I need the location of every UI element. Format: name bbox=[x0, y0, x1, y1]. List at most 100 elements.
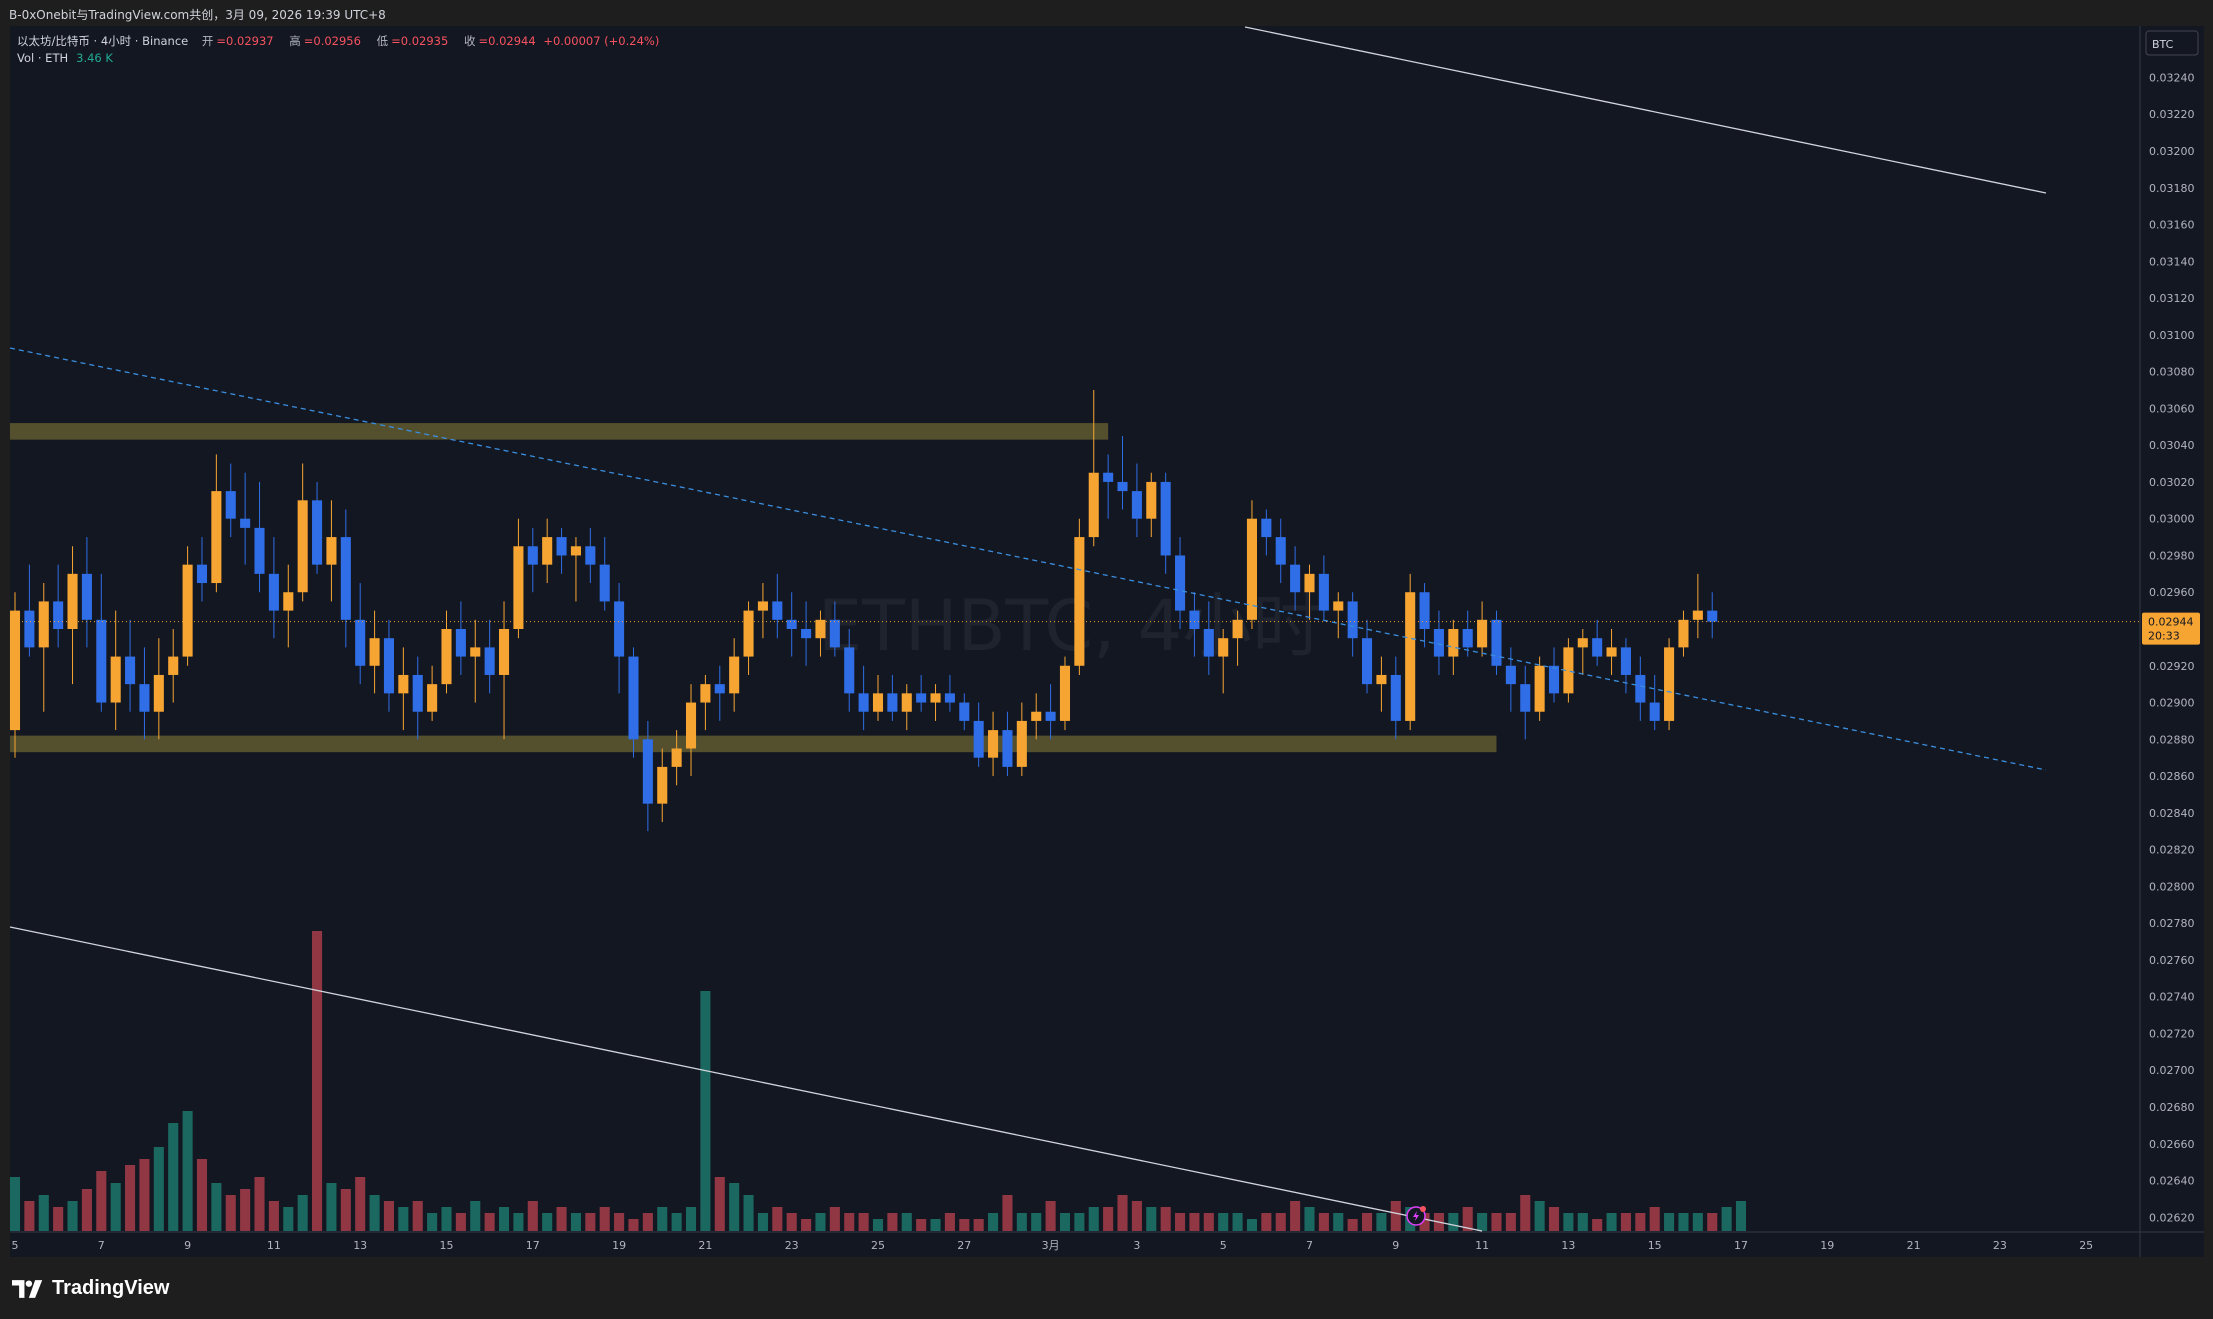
candle-body bbox=[268, 573, 279, 611]
price-tick-label: 0.02800 bbox=[2149, 880, 2195, 893]
brand-name: TradingView bbox=[52, 1277, 170, 1299]
candle-body bbox=[513, 546, 524, 629]
price-tick-label: 0.03080 bbox=[2149, 366, 2195, 379]
volume-bar bbox=[1448, 1213, 1459, 1231]
candle-body bbox=[1117, 481, 1128, 492]
trendlines-layer[interactable] bbox=[9, 26, 2047, 1232]
candle-body bbox=[786, 619, 797, 629]
price-tick-label: 0.03040 bbox=[2149, 439, 2195, 452]
tradingview-logo[interactable]: TradingView bbox=[12, 1277, 169, 1300]
volume-bar bbox=[815, 1213, 826, 1231]
time-tick-label: 13 bbox=[1561, 1239, 1575, 1252]
price-scale[interactable]: 0.03240 0.03220 0.03200 0.03180 0.03160 0.031… bbox=[2149, 71, 2195, 1224]
volume-bar bbox=[1664, 1213, 1675, 1231]
volume-bar bbox=[38, 1195, 49, 1231]
price-tick-label: 0.02840 bbox=[2149, 807, 2195, 820]
volume-bar bbox=[671, 1213, 682, 1231]
candle-body bbox=[168, 656, 179, 675]
candle-body bbox=[1534, 665, 1545, 712]
candle-body bbox=[484, 647, 495, 675]
volume-bar bbox=[240, 1189, 251, 1231]
candle-body bbox=[614, 601, 625, 657]
time-tick-label: 17 bbox=[1734, 1239, 1748, 1252]
candle-body bbox=[1333, 601, 1344, 611]
volume-bar bbox=[1347, 1219, 1358, 1231]
volume-bar bbox=[1117, 1195, 1128, 1231]
candle-body bbox=[671, 748, 682, 767]
candle-body bbox=[700, 684, 711, 703]
candle-body bbox=[24, 610, 35, 648]
volume-bar bbox=[369, 1195, 380, 1231]
volume-row: Vol · ETH 3.46 K bbox=[17, 50, 671, 67]
candle-body bbox=[53, 601, 64, 629]
volume-bar bbox=[1505, 1213, 1516, 1231]
volume-bar bbox=[801, 1219, 812, 1231]
volume-bar bbox=[326, 1183, 337, 1231]
volume-bar bbox=[1678, 1213, 1689, 1231]
candle-body bbox=[1160, 481, 1171, 556]
volume-bar bbox=[1563, 1213, 1574, 1231]
symbol-label[interactable]: 以太坊/比特币 · 4小时 · Binance bbox=[17, 34, 189, 48]
volume-bar bbox=[168, 1123, 179, 1231]
volume-bar bbox=[455, 1213, 466, 1231]
candle-body bbox=[1045, 711, 1056, 721]
share-text: B-0xOnebit与TradingView.com共创，3月 09, 2026… bbox=[9, 8, 386, 22]
candle-body bbox=[139, 684, 150, 712]
candle-body bbox=[110, 656, 121, 703]
price-tick-label: 0.03220 bbox=[2149, 108, 2195, 121]
bar-countdown: 20:33 bbox=[2148, 630, 2180, 643]
volume-bar bbox=[498, 1207, 510, 1231]
zone-1 bbox=[10, 735, 1497, 753]
candle-body bbox=[1635, 674, 1646, 703]
volume-bar bbox=[1477, 1213, 1488, 1231]
time-tick-label: 19 bbox=[1820, 1239, 1834, 1252]
candle-body bbox=[1103, 472, 1114, 482]
price-chart[interactable]: ETHBTC, 4小时 0.03240 0.03220 0.03200 0.03180… bbox=[0, 0, 2213, 1262]
candle-body bbox=[369, 638, 380, 666]
volume-bar bbox=[1419, 1213, 1430, 1231]
candle-body bbox=[757, 601, 768, 611]
high-label: 高 bbox=[289, 34, 301, 48]
candle-body bbox=[973, 720, 984, 758]
candle-body bbox=[1031, 711, 1042, 721]
currency-button[interactable]: BTC bbox=[2145, 30, 2199, 56]
volume-bar bbox=[1103, 1207, 1114, 1231]
candle-body bbox=[685, 702, 697, 749]
volume-bar bbox=[427, 1213, 438, 1231]
candle-body bbox=[67, 573, 78, 629]
volume-bar bbox=[757, 1213, 768, 1231]
alert-icon[interactable] bbox=[1406, 1206, 1426, 1226]
volume-label[interactable]: Vol · ETH bbox=[17, 51, 69, 65]
volume-bar bbox=[1592, 1219, 1603, 1231]
candle-body bbox=[1059, 665, 1071, 721]
volume-bar bbox=[1218, 1213, 1229, 1231]
candle-body bbox=[1347, 601, 1358, 639]
volume-bar bbox=[1275, 1213, 1286, 1231]
candle-body bbox=[642, 739, 653, 804]
volume-bar bbox=[1189, 1213, 1200, 1231]
volume-bar bbox=[398, 1207, 409, 1231]
candle-body bbox=[829, 619, 840, 648]
volume-bar bbox=[125, 1165, 136, 1231]
open-label: 开 bbox=[201, 34, 214, 48]
price-tick-label: 0.02660 bbox=[2149, 1138, 2195, 1151]
candle-body bbox=[527, 546, 538, 565]
time-scale[interactable]: 5 7 9 11 13 15 17 19 21 23 25 27 3月 3 5 7 9 11 13 15 17 19 21 2… bbox=[12, 1239, 2094, 1252]
volume-bar bbox=[312, 931, 323, 1231]
candle-body bbox=[570, 546, 581, 556]
candle-body bbox=[1232, 619, 1243, 639]
volume-bar bbox=[297, 1195, 308, 1231]
price-tick-label: 0.02960 bbox=[2149, 586, 2195, 599]
volume-bar bbox=[1304, 1207, 1315, 1231]
volume-bar bbox=[1735, 1201, 1747, 1231]
volume-bar bbox=[1548, 1207, 1560, 1231]
volume-bar bbox=[844, 1213, 855, 1231]
time-tick-label: 21 bbox=[698, 1239, 712, 1252]
candle-body bbox=[1649, 702, 1660, 721]
price-tick-label: 0.03240 bbox=[2149, 71, 2195, 84]
candle-body bbox=[743, 610, 754, 657]
zone-0 bbox=[10, 423, 1109, 440]
candle-body bbox=[38, 601, 49, 648]
time-tick-label: 23 bbox=[1993, 1239, 2007, 1252]
candle-body bbox=[1606, 647, 1617, 657]
